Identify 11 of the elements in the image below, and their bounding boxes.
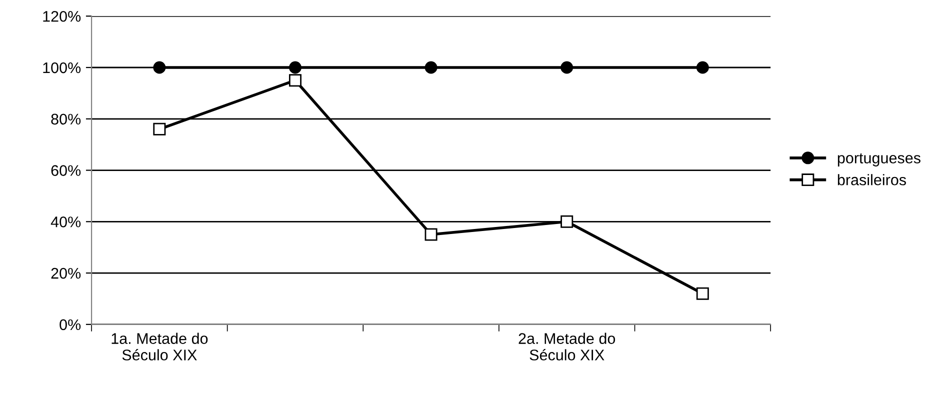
y-tick-label: 120% (43, 10, 81, 22)
legend-label: brasileiros (838, 174, 906, 186)
y-tick-label: 40% (50, 216, 81, 228)
y-tick-label: 20% (51, 268, 81, 279)
y-tick-label: 80% (51, 114, 81, 125)
y-tick-label: 100% (43, 62, 81, 74)
y-tick-label: 60% (51, 165, 81, 176)
legend-label: portugueses (838, 153, 920, 166)
x-tick-label: 2a. Metade do Século XIX (518, 332, 616, 360)
y-tick-label: 0% (60, 319, 81, 330)
x-tick-label: 1a. Metade do Século XIX (112, 332, 208, 360)
